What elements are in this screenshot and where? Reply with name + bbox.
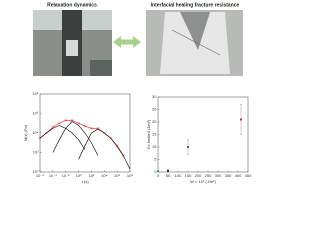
y-tick-label: 10⁴ (32, 130, 38, 135)
series-line (78, 128, 131, 170)
y-tick-label: 10² (33, 150, 39, 155)
data-point (70, 118, 74, 122)
y-tick-label: 0 (154, 169, 157, 174)
x-tick-label: 10⁴ (101, 173, 107, 178)
y-axis-label: M(τ) (Pa) (23, 124, 28, 141)
data-point (90, 126, 93, 130)
data-point (77, 121, 80, 125)
x-tick-label: 450 (245, 173, 252, 178)
x-tick-label: 200 (195, 173, 202, 178)
right-title: Interfacial healing fracture resistance (151, 2, 240, 8)
x-tick-label: 300 (215, 173, 222, 178)
data-point (167, 169, 169, 172)
data-point (115, 144, 119, 148)
x-axis-label: W × 10³ (J/m²) (190, 179, 216, 184)
y-tick-label: 5 (154, 157, 157, 162)
y-tick-label: 30 (152, 94, 157, 99)
x-tick-label: 10⁶ (114, 173, 120, 178)
left-title: Relaxation dynamics (47, 2, 97, 8)
x-tick-label: 400 (235, 173, 242, 178)
data-point (96, 126, 100, 130)
double-arrow (113, 36, 141, 48)
x-tick-label: 10⁰ (76, 173, 82, 178)
data-point (157, 170, 159, 173)
x-tick-label: 0 (157, 173, 160, 178)
y-tick-label: 10⁰ (32, 169, 38, 174)
x-tick-label: 10⁻⁶ (36, 173, 45, 178)
x-tick-label: 10⁸ (127, 173, 133, 178)
y-tick-label: 25 (152, 107, 157, 112)
data-point (187, 146, 189, 148)
data-point (83, 124, 87, 128)
x-tick-label: 10⁻² (62, 173, 71, 178)
y-tick-label: 10⁸ (32, 91, 38, 96)
left-photo (33, 10, 112, 76)
series-line (52, 121, 99, 156)
x-tick-label: 50 (166, 173, 171, 178)
x-tick-label: 10⁻⁴ (49, 173, 58, 178)
x-axis-label: τ (s) (81, 179, 89, 184)
data-point (64, 118, 68, 122)
x-tick-label: 150 (185, 173, 192, 178)
x-tick-label: 350 (225, 173, 232, 178)
y-axis-label: Gc healed (J/m²) (146, 119, 151, 149)
right-photo (146, 10, 243, 76)
data-point (57, 121, 61, 125)
graphical-abstract: Relaxation dynamics Interfacial healing … (23, 2, 252, 184)
x-tick-label: 10² (89, 173, 95, 178)
data-point (240, 118, 242, 121)
x-tick-label: 250 (205, 173, 212, 178)
series-line (39, 125, 86, 150)
y-tick-label: 15 (152, 132, 157, 137)
y-tick-label: 10⁶ (32, 111, 38, 116)
plot-frame (157, 96, 249, 173)
y-tick-label: 10 (152, 144, 157, 149)
x-tick-label: 100 (175, 173, 182, 178)
y-tick-label: 20 (152, 119, 157, 124)
